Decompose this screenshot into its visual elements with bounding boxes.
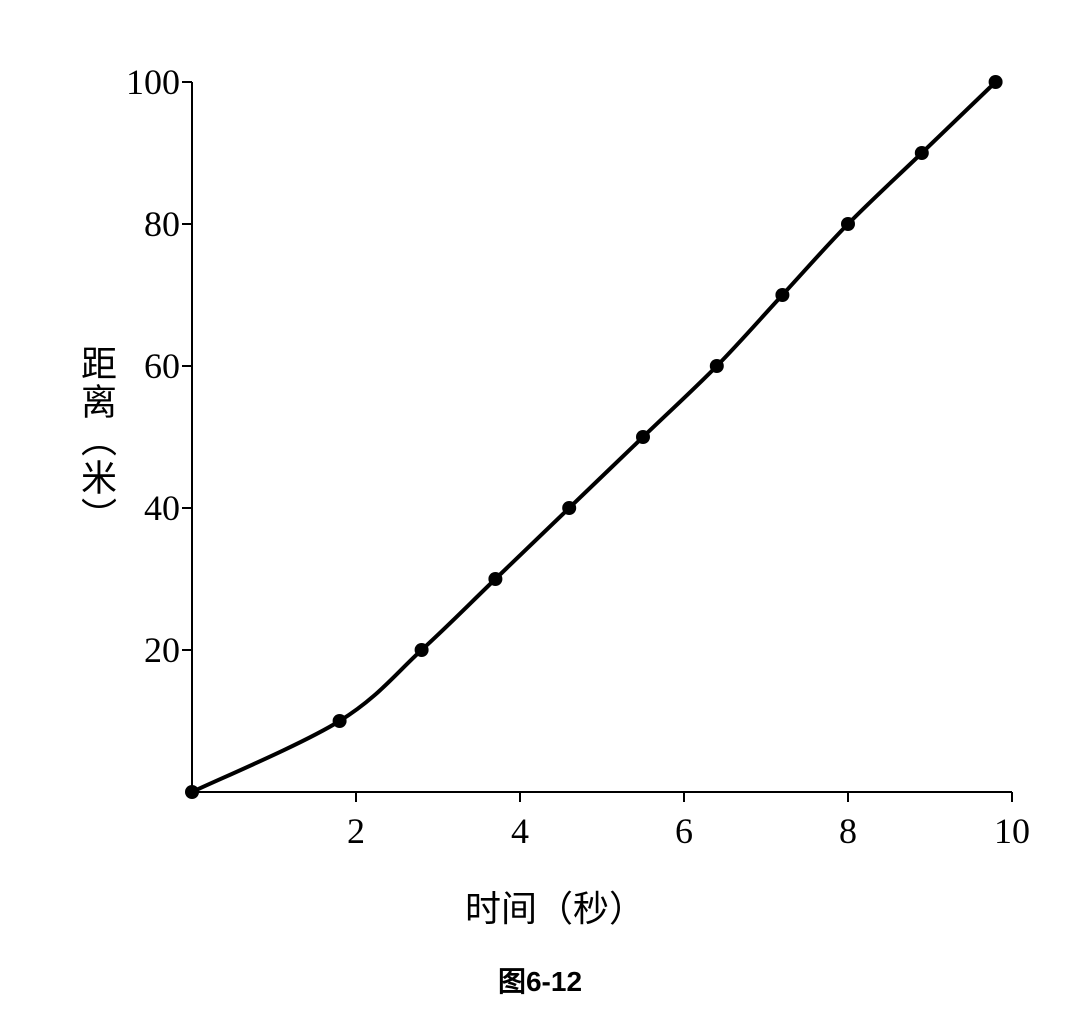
x-axis-label: 时间（秒） [465,880,645,932]
data-point [915,146,929,160]
chart-svg [60,40,1050,910]
data-point [841,217,855,231]
ticks-group [182,82,1012,802]
data-points-group [185,75,1003,799]
data-point [775,288,789,302]
figure-caption: 图6-12 [498,960,582,1000]
chart-container: 距离（米） 时间（秒） 20406080100 246810 [60,40,1050,910]
axes-group [192,82,1012,792]
y-tick-label: 80 [100,203,180,245]
data-point [185,785,199,799]
x-tick-label: 6 [654,810,714,852]
x-tick-label: 4 [490,810,550,852]
y-tick-label: 20 [100,629,180,671]
y-tick-label: 40 [100,487,180,529]
data-point [562,501,576,515]
x-tick-label: 10 [982,810,1042,852]
x-tick-label: 8 [818,810,878,852]
data-point [333,714,347,728]
y-tick-label: 100 [100,61,180,103]
y-tick-label: 60 [100,345,180,387]
data-point [636,430,650,444]
data-point [415,643,429,657]
x-tick-label: 2 [326,810,386,852]
data-line-group [192,82,996,792]
data-point [488,572,502,586]
data-point [710,359,724,373]
data-point [989,75,1003,89]
